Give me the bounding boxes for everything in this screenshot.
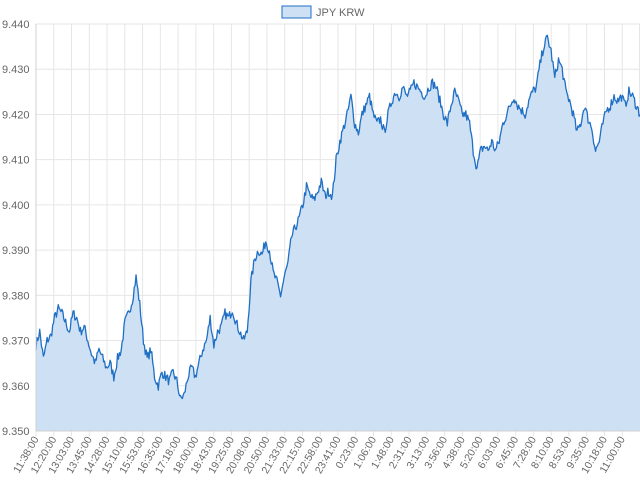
series-layer bbox=[35, 34, 640, 432]
y-tick-label: 9.350 bbox=[2, 426, 30, 438]
y-tick-label: 9.400 bbox=[2, 200, 30, 212]
y-tick-label: 9.390 bbox=[2, 245, 30, 257]
y-tick-label: 9.380 bbox=[2, 290, 30, 302]
y-tick-label: 9.420 bbox=[2, 109, 30, 121]
y-tick-label: 9.410 bbox=[2, 155, 30, 167]
legend-swatch[interactable] bbox=[281, 5, 312, 19]
y-tick-label: 9.360 bbox=[2, 381, 30, 393]
legend-label[interactable]: JPY KRW bbox=[316, 7, 365, 19]
y-tick-label: 9.430 bbox=[2, 64, 30, 76]
y-tick-label: 9.440 bbox=[2, 19, 30, 31]
series-line bbox=[35, 34, 640, 400]
legend[interactable]: JPY KRW bbox=[281, 5, 365, 19]
series-area-fill bbox=[36, 35, 640, 432]
y-tick-label: 9.370 bbox=[2, 336, 30, 348]
